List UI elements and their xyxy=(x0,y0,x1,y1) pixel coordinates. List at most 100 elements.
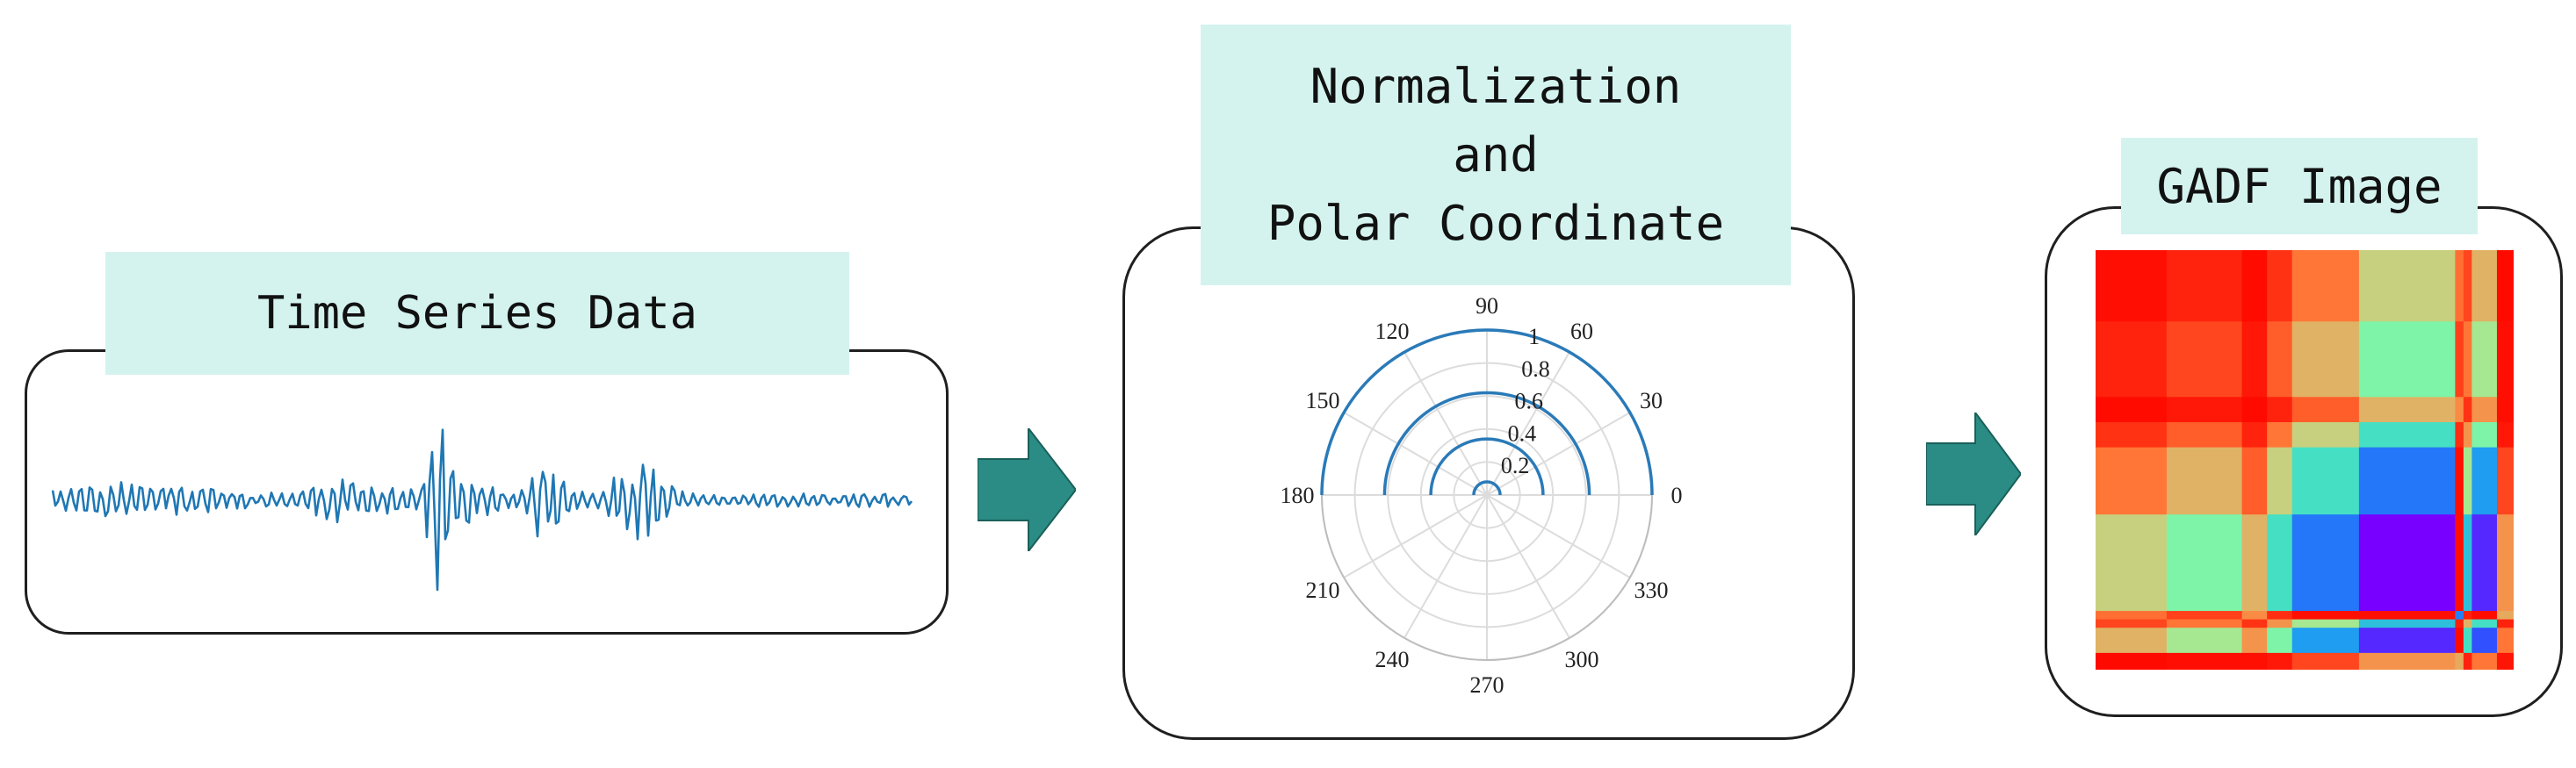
gadf-cell xyxy=(2471,321,2498,398)
gadf-cell xyxy=(2267,628,2293,654)
gadf-cell xyxy=(2358,611,2456,621)
gadf-cell xyxy=(2096,250,2168,322)
gadf-cell xyxy=(2496,619,2514,628)
gadf-cell xyxy=(2455,619,2464,628)
gadf-cell xyxy=(2463,628,2472,654)
gadf-cell xyxy=(2291,421,2360,449)
gadf-cell xyxy=(2291,321,2360,398)
gadf-cell xyxy=(2291,619,2360,628)
gadf-cell xyxy=(2166,514,2243,612)
gadf-cell xyxy=(2267,397,2293,423)
gadf-cell xyxy=(2241,321,2268,398)
gadf-cell xyxy=(2358,421,2456,449)
gadf-cell xyxy=(2291,514,2360,612)
gadf-cell xyxy=(2096,321,2168,398)
gadf-cell xyxy=(2096,619,2168,628)
polar-chart: 0 30 60 90 120 150 180 210 240 270 300 330 0.2 0.4 0.… xyxy=(1281,293,1683,698)
gadf-cell xyxy=(2267,447,2293,515)
polar-title-line-3: Polar Coordinate xyxy=(1266,195,1725,251)
polar-grid-spoke xyxy=(1343,412,1488,496)
gadf-cell xyxy=(2291,652,2360,670)
polar-angle-label: 90 xyxy=(1476,293,1498,319)
gadf-cell xyxy=(2455,397,2464,423)
gadf-cell xyxy=(2166,628,2243,654)
gadf-image xyxy=(2096,250,2514,670)
gadf-cell xyxy=(2166,447,2243,515)
gadf-cell xyxy=(2496,397,2514,423)
polar-grid-spoke xyxy=(1486,494,1570,639)
gadf-cell xyxy=(2455,321,2464,398)
gadf-cell xyxy=(2241,611,2268,621)
gadf-cell xyxy=(2455,628,2464,654)
gadf-cell xyxy=(2241,447,2268,515)
gadf-cell xyxy=(2241,397,2268,423)
polar-angle-label: 210 xyxy=(1305,578,1339,603)
gadf-cell xyxy=(2291,611,2360,621)
gadf-cell xyxy=(2463,611,2472,621)
gadf-cell xyxy=(2267,611,2293,621)
gadf-cell xyxy=(2096,397,2168,423)
polar-grid-spoke xyxy=(1343,494,1488,578)
gadf-cell xyxy=(2096,421,2168,449)
gadf-cell xyxy=(2471,447,2498,515)
gadf-cell xyxy=(2358,619,2456,628)
gadf-cell xyxy=(2471,250,2498,322)
gadf-cell xyxy=(2358,652,2456,670)
gadf-cell xyxy=(2241,514,2268,612)
gadf-cell xyxy=(2241,628,2268,654)
gadf-cell xyxy=(2463,397,2472,423)
polar-angle-label: 150 xyxy=(1305,388,1339,413)
gadf-cell xyxy=(2455,250,2464,322)
gadf-cell xyxy=(2291,628,2360,654)
gadf-cell xyxy=(2241,421,2268,449)
gadf-cell xyxy=(2096,652,2168,670)
gadf-cell xyxy=(2241,250,2268,322)
gadf-cell xyxy=(2291,447,2360,515)
gadf-cell xyxy=(2358,397,2456,423)
polar-curve-inner xyxy=(1429,437,1545,496)
time-series-panel xyxy=(25,349,949,635)
gadf-cell xyxy=(2241,619,2268,628)
gadf-cell xyxy=(2463,514,2472,612)
polar-title-line-1: Normalization xyxy=(1310,58,1682,114)
gadf-cell xyxy=(2291,397,2360,423)
gadf-cell xyxy=(2267,514,2293,612)
gadf-title-text: GADF Image xyxy=(2156,158,2443,214)
gadf-cell xyxy=(2463,250,2472,322)
gadf-cell xyxy=(2267,250,2293,322)
polar-grid-spoke xyxy=(1486,494,1631,578)
gadf-cell xyxy=(2496,514,2514,612)
polar-title: Normalization and Polar Coordinate xyxy=(1201,25,1791,285)
gadf-cell xyxy=(2166,397,2243,423)
polar-angle-label: 270 xyxy=(1470,672,1504,698)
polar-angle-label: 330 xyxy=(1634,578,1669,603)
polar-angle-label: 0 xyxy=(1671,483,1683,508)
gadf-cell xyxy=(2267,321,2293,398)
gadf-cell xyxy=(2455,447,2464,515)
gadf-cell xyxy=(2471,619,2498,628)
gadf-cell xyxy=(2096,628,2168,654)
gadf-cell xyxy=(2496,447,2514,515)
flow-arrow-2 xyxy=(1926,413,2021,535)
polar-title-line-2: and xyxy=(1453,126,1539,183)
gadf-cell xyxy=(2358,321,2456,398)
gadf-cell xyxy=(2166,652,2243,670)
gadf-cell xyxy=(2166,611,2243,621)
polar-grid-spoke xyxy=(1403,494,1488,639)
gadf-cell xyxy=(2267,421,2293,449)
gadf-cell xyxy=(2241,652,2268,670)
gadf-cell xyxy=(2463,421,2472,449)
polar-grid-spoke xyxy=(1403,351,1488,496)
polar-curve-outer xyxy=(1320,328,1654,496)
gadf-cell xyxy=(2267,652,2293,670)
polar-radial-label: 0.4 xyxy=(1508,420,1537,446)
gadf-cell xyxy=(2463,447,2472,515)
gadf-cell xyxy=(2496,628,2514,654)
polar-grid-spoke xyxy=(1486,351,1570,496)
gadf-cell xyxy=(2455,514,2464,612)
polar-radial-label: 1 xyxy=(1528,324,1540,349)
gadf-cell xyxy=(2455,652,2464,670)
gadf-cell xyxy=(2096,514,2168,612)
gadf-cell xyxy=(2463,619,2472,628)
gadf-cell xyxy=(2471,611,2498,621)
